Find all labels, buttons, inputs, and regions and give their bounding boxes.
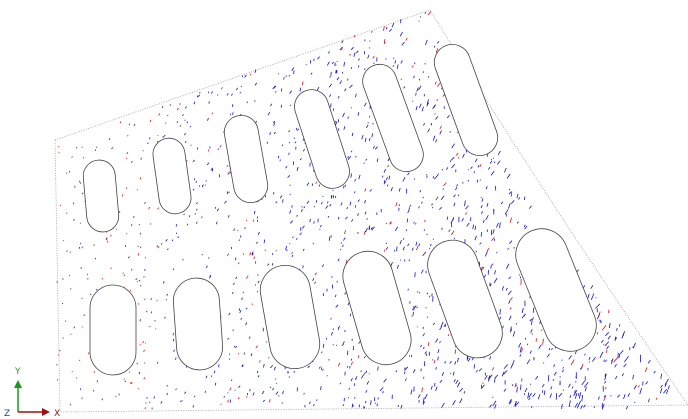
slot bbox=[172, 277, 224, 372]
x-label: X bbox=[54, 409, 60, 419]
slot bbox=[90, 285, 136, 375]
z-label: Z bbox=[4, 409, 10, 419]
viewport: Y Z X bbox=[0, 0, 688, 419]
page: Y Z X (() => { const data = JSON.parse(d… bbox=[0, 0, 688, 419]
y-label: Y bbox=[14, 367, 21, 377]
slot bbox=[82, 159, 120, 234]
